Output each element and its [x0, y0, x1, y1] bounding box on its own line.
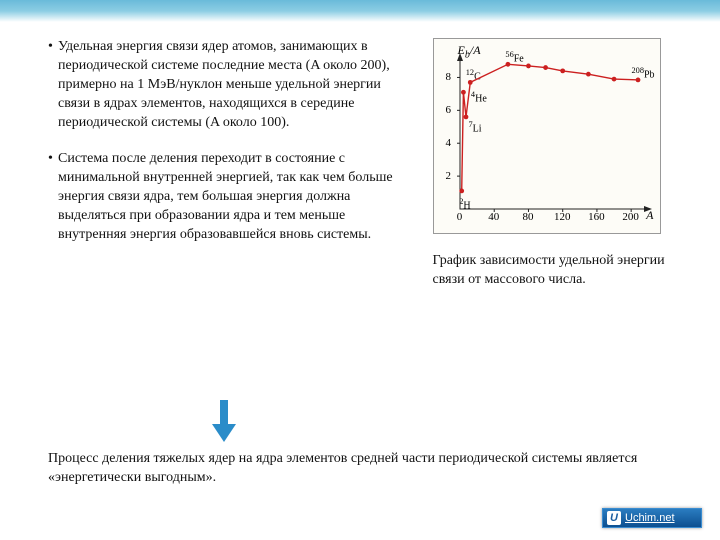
binding-energy-chart: Eb/A A 2468040801201602002H7Li4He12C56Fe…	[433, 38, 661, 234]
bullet-item: • Система после деления переходит в сост…	[48, 150, 409, 244]
footer-link[interactable]: U Uchim.net	[602, 508, 702, 528]
bullet-item: • Удельная энергия связи ядер атомов, за…	[48, 38, 409, 132]
main-content: • Удельная энергия связи ядер атомов, за…	[48, 38, 690, 290]
arrow-down-icon	[210, 400, 238, 447]
chart-caption: График зависимости удельной энергии связ…	[433, 252, 691, 290]
right-column: Eb/A A 2468040801201602002H7Li4He12C56Fe…	[433, 38, 691, 290]
top-accent	[0, 0, 720, 22]
bullet-text: Удельная энергия связи ядер атомов, зани…	[58, 38, 409, 132]
bullet-dot: •	[48, 38, 58, 132]
left-column: • Удельная энергия связи ядер атомов, за…	[48, 38, 409, 290]
bullet-text: Система после деления переходит в состоя…	[58, 150, 409, 244]
footer-icon: U	[607, 511, 621, 525]
bullet-dot: •	[48, 150, 58, 244]
footer-text: Uchim.net	[625, 512, 675, 524]
conclusion-text: Процесс деления тяжелых ядер на ядра эле…	[48, 450, 680, 488]
